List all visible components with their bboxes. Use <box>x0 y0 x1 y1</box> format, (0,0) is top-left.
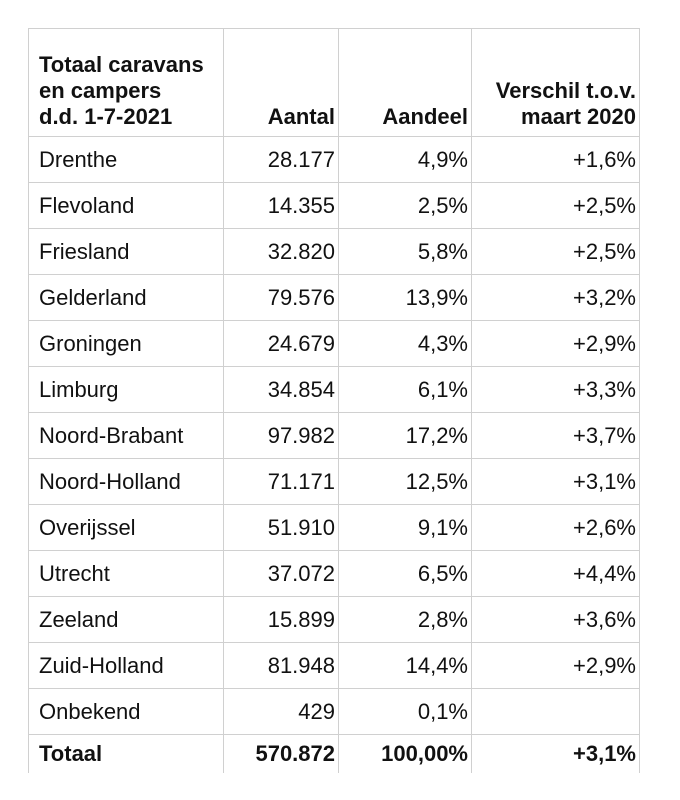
cell-name: Zuid-Holland <box>28 642 224 689</box>
total-row: Totaal 570.872 100,00% +3,1% <box>28 734 640 774</box>
cell-aandeel: 4,3% <box>338 320 472 367</box>
cell-name: Drenthe <box>28 136 224 183</box>
cell-name: Limburg <box>28 366 224 413</box>
table-row: Zuid-Holland 81.948 14,4% +2,9% <box>28 642 640 689</box>
header-verschil-line2: maart 2020 <box>521 104 636 129</box>
cell-aandeel: 6,5% <box>338 550 472 597</box>
cell-aantal: 34.854 <box>223 366 339 413</box>
cell-aandeel: 13,9% <box>338 274 472 321</box>
cell-verschil: +2,6% <box>471 504 640 551</box>
cell-verschil: +1,6% <box>471 136 640 183</box>
table-row: Flevoland 14.355 2,5% +2,5% <box>28 182 640 229</box>
cell-name: Zeeland <box>28 596 224 643</box>
total-label: Totaal <box>28 734 224 774</box>
cell-aantal: 429 <box>223 688 339 735</box>
cell-name: Utrecht <box>28 550 224 597</box>
header-region-line2: en campers <box>39 78 162 103</box>
caravan-camper-table: Totaal caravans en campers d.d. 1-7-2021… <box>28 28 640 774</box>
cell-verschil <box>471 688 640 735</box>
table-row: Noord-Holland 71.171 12,5% +3,1% <box>28 458 640 505</box>
cell-verschil: +3,2% <box>471 274 640 321</box>
cell-verschil: +4,4% <box>471 550 640 597</box>
total-aantal: 570.872 <box>223 734 339 774</box>
total-verschil: +3,1% <box>471 734 640 774</box>
cell-aantal: 24.679 <box>223 320 339 367</box>
header-region-line1: Totaal caravans <box>39 52 204 77</box>
table-header: Totaal caravans en campers d.d. 1-7-2021… <box>28 28 640 137</box>
cell-aandeel: 5,8% <box>338 228 472 275</box>
table-row: Onbekend 429 0,1% <box>28 688 640 735</box>
table-row: Groningen 24.679 4,3% +2,9% <box>28 320 640 367</box>
table-row: Drenthe 28.177 4,9% +1,6% <box>28 136 640 183</box>
header-verschil: Verschil t.o.v. maart 2020 <box>471 28 640 137</box>
cell-aantal: 32.820 <box>223 228 339 275</box>
cell-aantal: 37.072 <box>223 550 339 597</box>
cell-aandeel: 6,1% <box>338 366 472 413</box>
header-region: Totaal caravans en campers d.d. 1-7-2021 <box>28 28 224 137</box>
cell-aantal: 14.355 <box>223 182 339 229</box>
table-row: Gelderland 79.576 13,9% +3,2% <box>28 274 640 321</box>
cell-name: Groningen <box>28 320 224 367</box>
cell-aandeel: 4,9% <box>338 136 472 183</box>
cell-verschil: +2,5% <box>471 228 640 275</box>
cell-name: Onbekend <box>28 688 224 735</box>
cell-aandeel: 17,2% <box>338 412 472 459</box>
cell-aandeel: 14,4% <box>338 642 472 689</box>
cell-name: Noord-Holland <box>28 458 224 505</box>
cell-aandeel: 2,8% <box>338 596 472 643</box>
table-body: Drenthe 28.177 4,9% +1,6% Flevoland 14.3… <box>28 136 640 774</box>
cell-aantal: 71.171 <box>223 458 339 505</box>
cell-aantal: 97.982 <box>223 412 339 459</box>
table-row: Noord-Brabant 97.982 17,2% +3,7% <box>28 412 640 459</box>
cell-name: Flevoland <box>28 182 224 229</box>
caravan-table-container: Totaal caravans en campers d.d. 1-7-2021… <box>28 28 640 774</box>
cell-aantal: 79.576 <box>223 274 339 321</box>
cell-aantal: 51.910 <box>223 504 339 551</box>
table-row: Overijssel 51.910 9,1% +2,6% <box>28 504 640 551</box>
cell-aandeel: 0,1% <box>338 688 472 735</box>
cell-verschil: +3,1% <box>471 458 640 505</box>
cell-name: Overijssel <box>28 504 224 551</box>
cell-verschil: +2,5% <box>471 182 640 229</box>
header-region-line3: d.d. 1-7-2021 <box>39 104 173 129</box>
cell-name: Gelderland <box>28 274 224 321</box>
cell-verschil: +2,9% <box>471 642 640 689</box>
cell-aantal: 81.948 <box>223 642 339 689</box>
cell-name: Noord-Brabant <box>28 412 224 459</box>
cell-aandeel: 2,5% <box>338 182 472 229</box>
header-row: Totaal caravans en campers d.d. 1-7-2021… <box>28 28 640 137</box>
table-row: Zeeland 15.899 2,8% +3,6% <box>28 596 640 643</box>
table-row: Limburg 34.854 6,1% +3,3% <box>28 366 640 413</box>
cell-aantal: 28.177 <box>223 136 339 183</box>
cell-verschil: +3,6% <box>471 596 640 643</box>
cell-aandeel: 9,1% <box>338 504 472 551</box>
cell-verschil: +3,3% <box>471 366 640 413</box>
table-row: Friesland 32.820 5,8% +2,5% <box>28 228 640 275</box>
cell-aantal: 15.899 <box>223 596 339 643</box>
cell-verschil: +3,7% <box>471 412 640 459</box>
header-aandeel: Aandeel <box>338 28 472 137</box>
header-verschil-line1: Verschil t.o.v. <box>495 78 636 103</box>
cell-name: Friesland <box>28 228 224 275</box>
cell-verschil: +2,9% <box>471 320 640 367</box>
cell-aandeel: 12,5% <box>338 458 472 505</box>
header-aantal: Aantal <box>223 28 339 137</box>
total-aandeel: 100,00% <box>338 734 472 774</box>
table-row: Utrecht 37.072 6,5% +4,4% <box>28 550 640 597</box>
